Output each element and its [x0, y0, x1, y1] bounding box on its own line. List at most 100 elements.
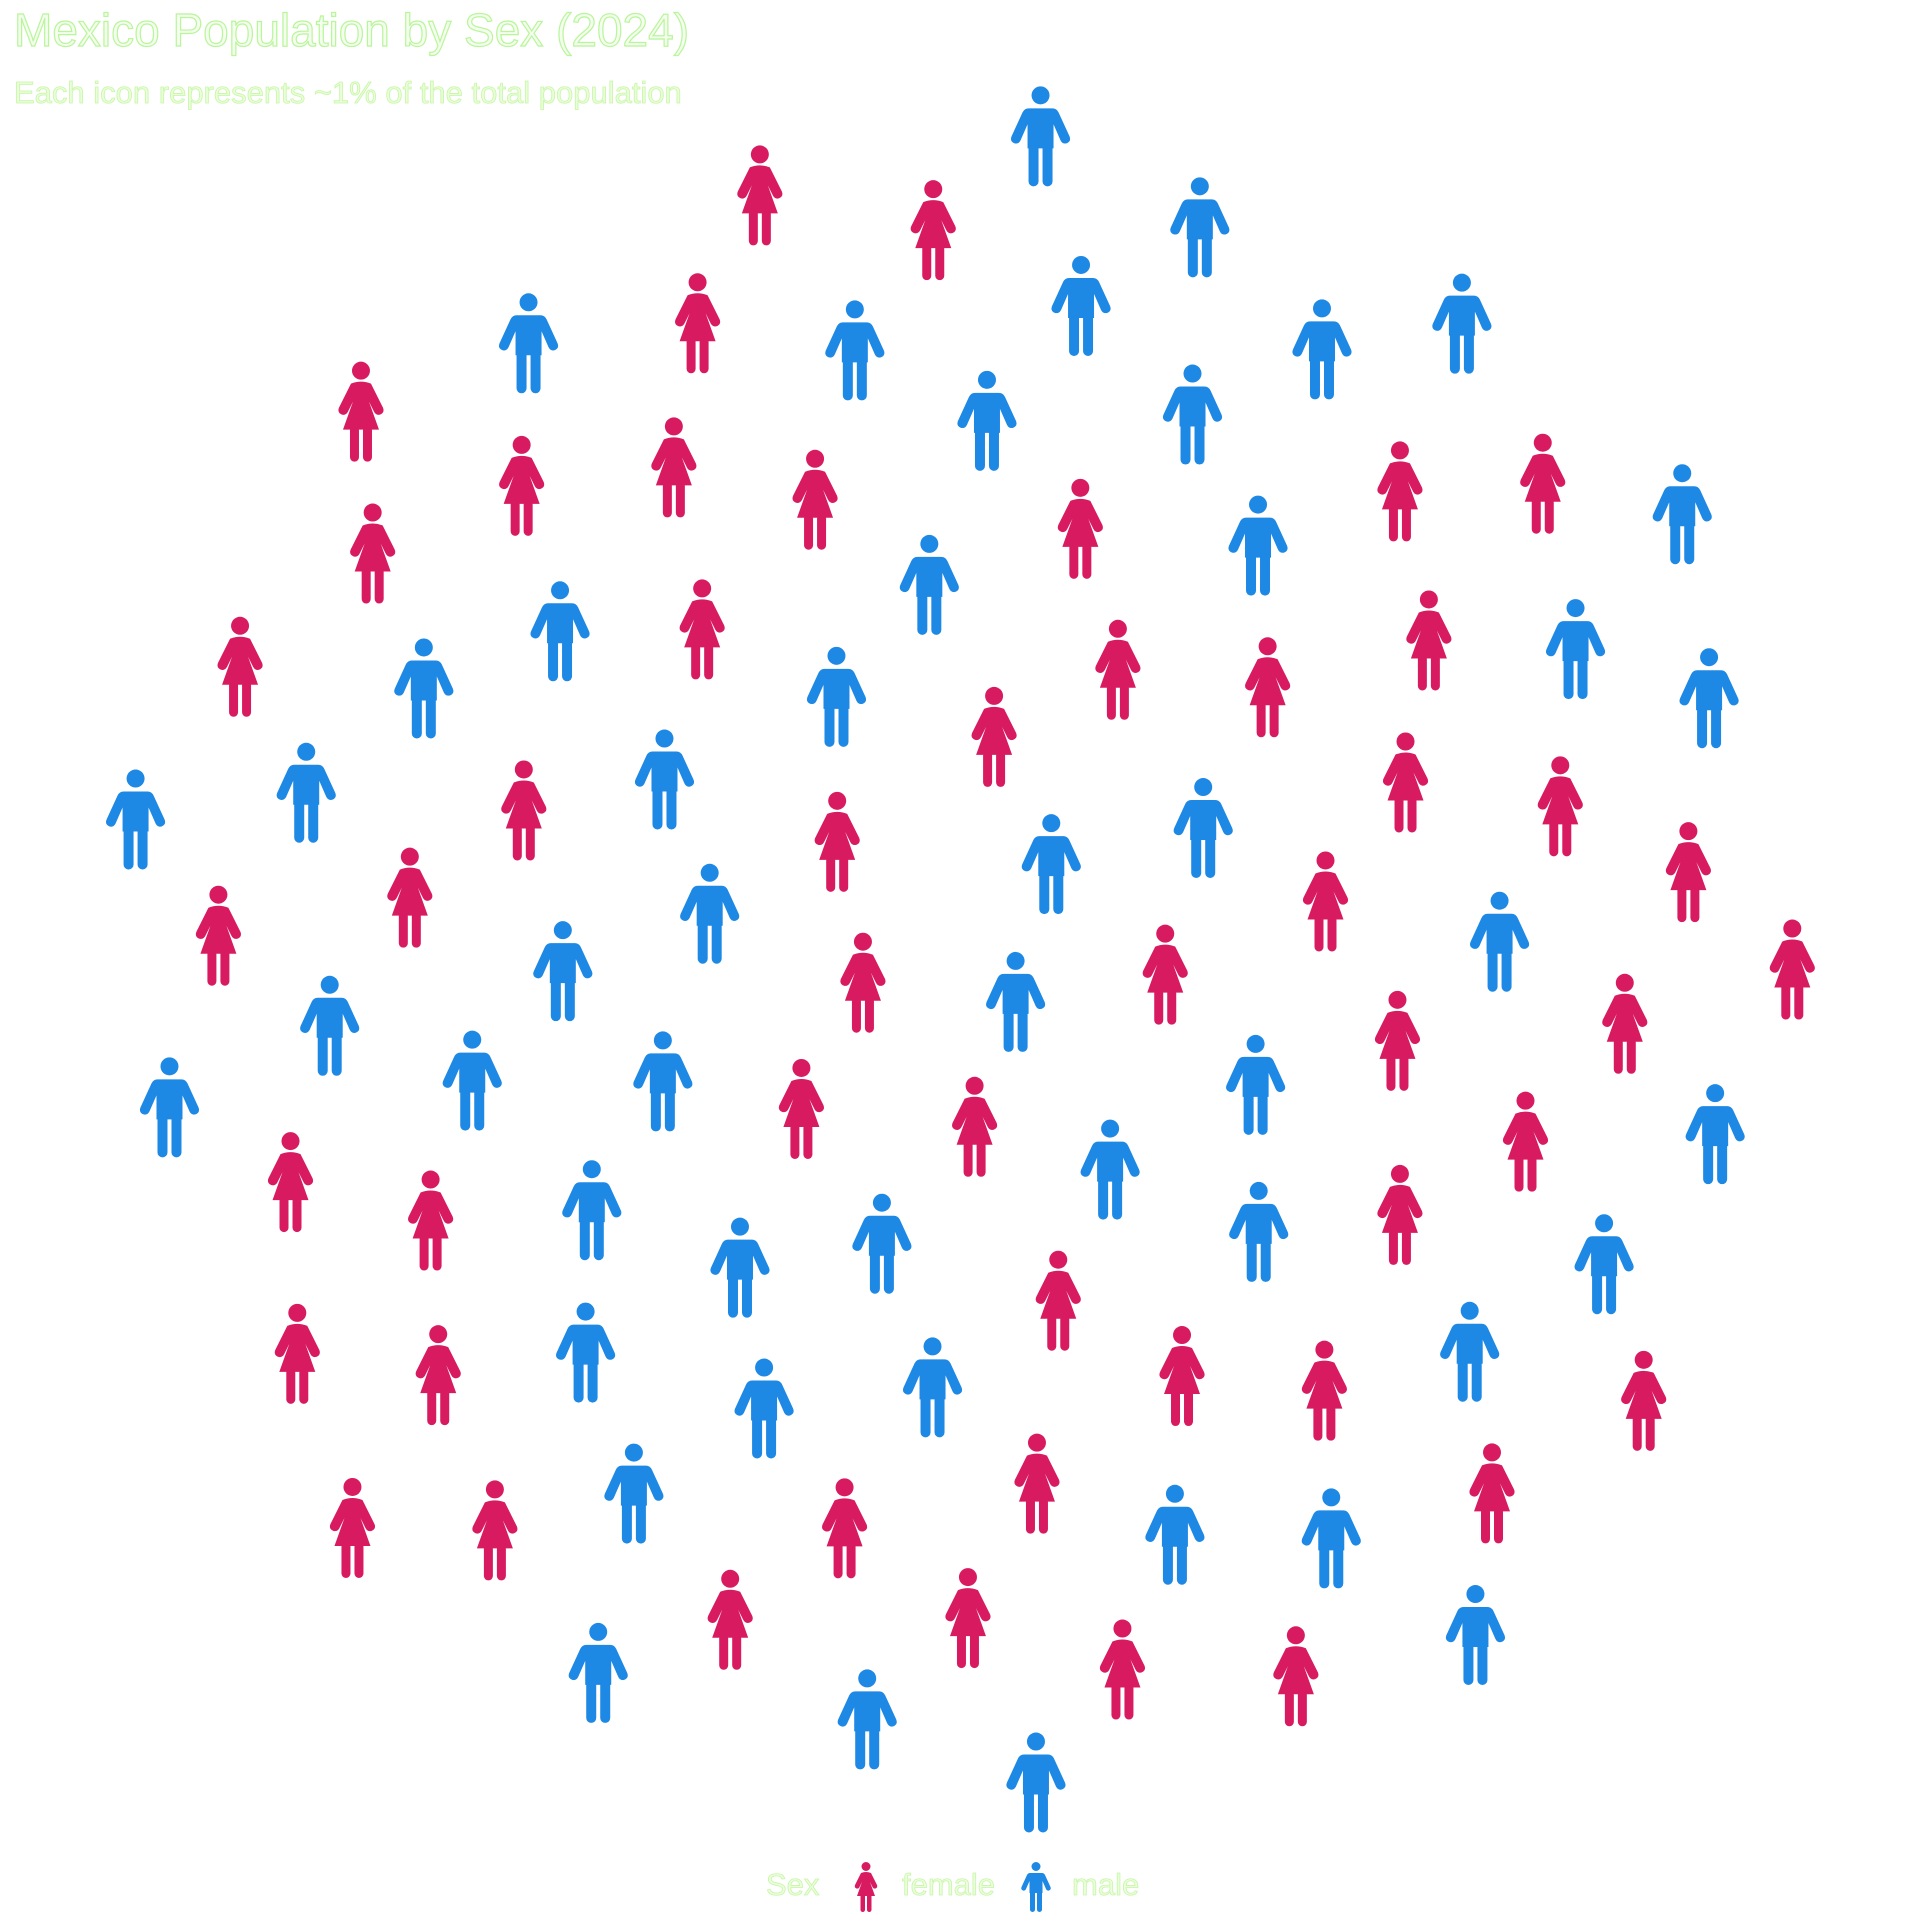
icon-leg [331, 1031, 342, 1076]
icon-body [387, 867, 433, 916]
icon-head [519, 293, 538, 312]
icon-leg [860, 1894, 865, 1912]
female-icon [840, 932, 886, 1033]
male-icon [562, 1160, 622, 1261]
icon-leg [586, 1678, 597, 1723]
icon-head [1615, 973, 1634, 992]
female-icon [1273, 1626, 1319, 1727]
icon-leg [510, 499, 520, 536]
icon-head [624, 1443, 643, 1462]
female-icon [387, 847, 433, 948]
legend-label: male [1072, 1867, 1139, 1902]
icon-leg [299, 1367, 309, 1404]
icon-head [1249, 1181, 1268, 1200]
female-icon [350, 503, 396, 604]
icon-leg [1794, 983, 1804, 1020]
icon-head [806, 449, 825, 468]
icon-body [837, 1691, 897, 1732]
icon-head [1315, 1340, 1334, 1359]
male-icon [530, 581, 590, 682]
icon-body [1170, 199, 1230, 240]
icon-leg [1326, 1404, 1336, 1441]
male-icon [680, 863, 740, 964]
female-icon [910, 180, 956, 281]
icon-leg [935, 244, 945, 281]
icon-leg [1187, 233, 1198, 278]
male-icon [1226, 1034, 1286, 1135]
icon-body [1095, 639, 1141, 688]
icon-leg [1632, 1414, 1642, 1451]
icon-body [806, 668, 867, 709]
icon-leg [1463, 1641, 1474, 1686]
icon-head [721, 1569, 740, 1588]
male-icon [533, 921, 593, 1022]
icon-leg [699, 337, 709, 374]
icon-leg [1069, 311, 1080, 356]
legend-label: female [902, 1867, 995, 1902]
icon-head [1026, 1732, 1045, 1751]
icon-body [1545, 621, 1606, 662]
icon-leg [864, 996, 874, 1033]
icon-leg [1463, 329, 1474, 374]
male-icon [1292, 299, 1352, 400]
icon-head [1483, 1443, 1502, 1462]
male-icon [837, 1669, 897, 1770]
male-icon [852, 1193, 912, 1294]
icon-body [1377, 461, 1423, 510]
icon-head [1101, 1119, 1120, 1138]
female-icon [1057, 478, 1103, 579]
icon-head [977, 370, 996, 389]
icon-leg [1201, 233, 1212, 278]
male-icon [1574, 1214, 1634, 1315]
icon-body [498, 315, 559, 356]
icon-body [1273, 1646, 1319, 1695]
female-icon [1035, 1250, 1081, 1351]
icon-leg [652, 785, 663, 830]
icon-leg [1017, 1007, 1028, 1052]
female-icon [1245, 637, 1291, 738]
icon-leg [983, 750, 993, 787]
icon-leg [704, 643, 714, 680]
icon-body [1245, 657, 1291, 706]
icon-leg [1606, 1270, 1617, 1315]
icon-leg [1246, 551, 1257, 596]
icon-head [858, 1669, 877, 1688]
female-icon [679, 579, 725, 680]
icon-leg [1677, 886, 1687, 923]
icon-head [1452, 273, 1471, 292]
icon-leg [1471, 1357, 1482, 1402]
icon-leg [1388, 1228, 1398, 1265]
icon-leg [1717, 1140, 1728, 1185]
icon-head [1490, 891, 1509, 910]
icon-head [861, 1862, 871, 1871]
icon-leg [550, 977, 561, 1022]
female-icon [501, 760, 547, 861]
icon-leg [675, 481, 685, 518]
icon-head [551, 581, 570, 600]
icon-head [1246, 1034, 1265, 1053]
icon-leg [279, 1196, 289, 1233]
female-icon [1302, 851, 1349, 952]
male-icon [806, 646, 867, 747]
icon-head [343, 1477, 362, 1496]
icon-leg [460, 1086, 471, 1131]
icon-leg [761, 209, 771, 246]
icon-head [1634, 1350, 1653, 1369]
male-icon [825, 300, 885, 401]
icon-body [1665, 842, 1711, 891]
icon-head [965, 1076, 984, 1095]
icon-body [1445, 1607, 1506, 1648]
male-icon [1080, 1119, 1140, 1220]
icon-leg [1309, 355, 1320, 400]
icon-leg [1531, 497, 1541, 534]
icon-head [512, 435, 531, 454]
icon-head [400, 847, 419, 866]
icon-body [1382, 752, 1429, 801]
icon-leg [855, 1725, 866, 1770]
female-icon [499, 435, 545, 536]
icon-leg [1023, 1788, 1034, 1833]
icon-leg [1038, 1497, 1048, 1534]
icon-body [1440, 1323, 1500, 1364]
icon-leg [1167, 988, 1177, 1025]
icon-head [1071, 478, 1090, 497]
